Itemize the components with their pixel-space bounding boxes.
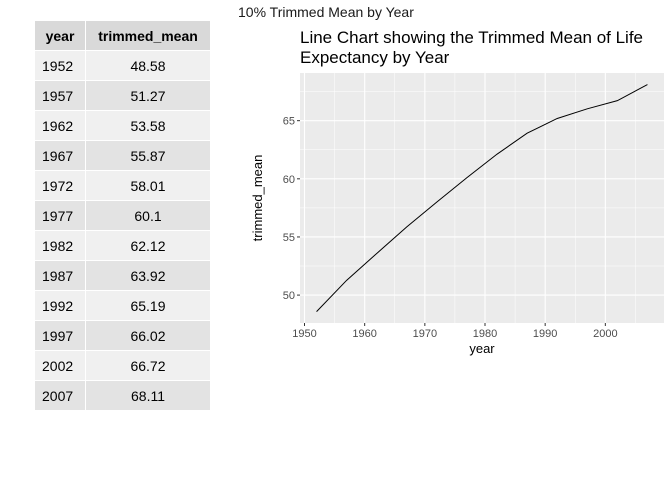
y-tick-label: 50 [283, 290, 295, 302]
x-tick-label: 1950 [292, 328, 316, 340]
y-axis-ticks: 50 55 60 65 [283, 116, 300, 302]
cell-trimmed-mean: 66.72 [85, 350, 210, 381]
table-row: 1982 62.12 [35, 230, 210, 261]
cell-year: 1982 [35, 230, 86, 261]
page-title: 10% Trimmed Mean by Year [238, 4, 414, 20]
table-row: 1957 51.27 [35, 80, 210, 111]
cell-year: 2007 [35, 380, 86, 410]
x-tick-label: 1990 [533, 328, 557, 340]
cell-trimmed-mean: 55.87 [85, 140, 210, 171]
x-tick-label: 1960 [352, 328, 376, 340]
cell-year: 1992 [35, 290, 86, 321]
table-row: 2007 68.11 [35, 380, 210, 410]
y-tick-label: 60 [283, 174, 295, 186]
data-table: year trimmed_mean 1952 48.58 1957 51.27 1962… [35, 21, 210, 410]
chart-title-line-1: Line Chart showing the Trimmed Mean of L… [300, 28, 643, 47]
table-header-row: year trimmed_mean [35, 21, 210, 51]
cell-year: 1952 [35, 50, 86, 81]
x-tick-label: 1970 [413, 328, 437, 340]
y-tick-label: 55 [283, 232, 295, 244]
cell-year: 1987 [35, 260, 86, 291]
table-row: 2002 66.72 [35, 350, 210, 381]
cell-year: 1967 [35, 140, 86, 171]
cell-trimmed-mean: 60.1 [85, 200, 210, 231]
cell-year: 1962 [35, 110, 86, 141]
x-tick-label: 1980 [473, 328, 497, 340]
x-tick-label: 2000 [593, 328, 617, 340]
line-chart: Line Chart showing the Trimmed Mean of L… [250, 28, 664, 356]
column-header-trimmed-mean: trimmed_mean [85, 21, 210, 51]
series-line [316, 84, 648, 312]
cell-year: 2002 [35, 350, 86, 381]
y-tick-label: 65 [283, 116, 295, 128]
cell-trimmed-mean: 65.19 [85, 290, 210, 321]
table-row: 1992 65.19 [35, 290, 210, 321]
table-row: 1997 66.02 [35, 320, 210, 351]
plot-panel [300, 73, 664, 323]
cell-trimmed-mean: 51.27 [85, 80, 210, 111]
cell-trimmed-mean: 58.01 [85, 170, 210, 201]
table-row: 1972 58.01 [35, 170, 210, 201]
minor-gridlines [300, 73, 664, 323]
x-axis-title: year [469, 341, 495, 356]
table-row: 1987 63.92 [35, 260, 210, 291]
column-header-year: year [35, 21, 86, 51]
chart-title-line-2: Expectancy by Year [300, 48, 450, 67]
cell-year: 1997 [35, 320, 86, 351]
cell-year: 1957 [35, 80, 86, 111]
cell-year: 1972 [35, 170, 86, 201]
cell-year: 1977 [35, 200, 86, 231]
table-row: 1977 60.1 [35, 200, 210, 231]
cell-trimmed-mean: 63.92 [85, 260, 210, 291]
table-row: 1952 48.58 [35, 50, 210, 81]
cell-trimmed-mean: 62.12 [85, 230, 210, 261]
cell-trimmed-mean: 68.11 [85, 380, 210, 410]
table-row: 1962 53.58 [35, 110, 210, 141]
x-axis-ticks: 1950 1960 1970 1980 1990 2000 [292, 323, 618, 340]
cell-trimmed-mean: 48.58 [85, 50, 210, 81]
cell-trimmed-mean: 66.02 [85, 320, 210, 351]
table-row: 1967 55.87 [35, 140, 210, 171]
major-gridlines [300, 73, 664, 323]
y-axis-title: trimmed_mean [250, 155, 265, 242]
cell-trimmed-mean: 53.58 [85, 110, 210, 141]
